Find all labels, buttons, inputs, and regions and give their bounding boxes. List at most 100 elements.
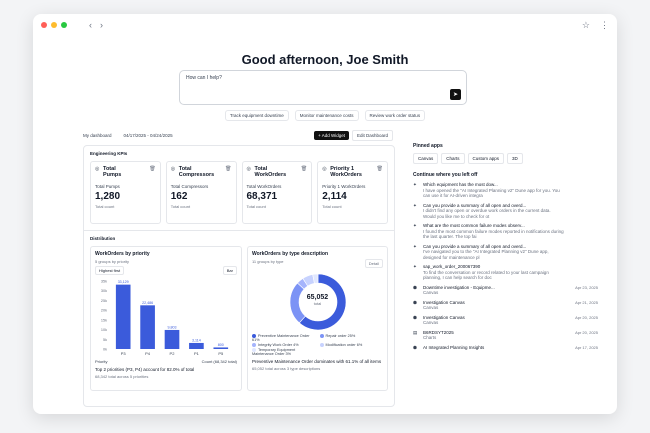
- kpi-card: ◎ 🗑 Priority 1 WorkOrders Priority 1 Wor…: [317, 161, 388, 224]
- suggestion-chips: Track equipment downtime Monitor mainten…: [33, 110, 617, 121]
- recent-item-desc: Canvas: [423, 290, 439, 295]
- trash-icon[interactable]: 🗑: [225, 166, 232, 172]
- maximize-dot[interactable]: [61, 22, 67, 28]
- back-icon[interactable]: ‹: [89, 20, 92, 30]
- donut-slice[interactable]: [311, 273, 318, 284]
- recent-item[interactable]: ⬢ Downtime investigation - Equipme... Ca…: [413, 285, 598, 296]
- bar[interactable]: [189, 342, 204, 349]
- dashboard-select[interactable]: My dashboard: [83, 132, 112, 138]
- chat-icon: ✦: [413, 202, 417, 208]
- type-groups-by: by type: [270, 259, 284, 264]
- y-tick-label: 25k: [101, 299, 107, 303]
- canvas-icon: ⬢: [413, 299, 417, 305]
- kpi-value: 162: [170, 191, 188, 202]
- forward-icon[interactable]: ›: [100, 20, 103, 30]
- x-tick-label: P5: [218, 351, 224, 356]
- right-panel: Pinned apps Canvas Charts Custom apps 3D…: [413, 143, 598, 408]
- add-widget-button[interactable]: + Add Widget: [314, 130, 349, 140]
- detail-select[interactable]: Detail: [364, 259, 383, 268]
- bar-value-label: 33,129: [118, 280, 129, 284]
- recent-item-date: Apr 17, 2025: [575, 344, 598, 350]
- kpi-footer: Total count: [95, 204, 115, 209]
- legend-label: Integrity Work Order 4%: [258, 343, 299, 347]
- recent-item[interactable]: ✦ sap_work_order_200067390 To find the c…: [413, 264, 598, 281]
- distribution-section-title[interactable]: Distribution: [90, 236, 116, 241]
- divider: [84, 230, 394, 231]
- edit-dashboard-button[interactable]: Edit Dashboard: [351, 129, 393, 141]
- kpi-section-title[interactable]: Engineering KPIs: [90, 151, 128, 156]
- kpi-title: Total WorkOrders: [254, 166, 287, 178]
- recent-item-date: Apr 20, 2025: [575, 329, 598, 335]
- close-dot[interactable]: [41, 22, 47, 28]
- recent-item[interactable]: ✦ Can you provide a summary of all open …: [413, 244, 598, 261]
- date-range[interactable]: 04/17/2025 - 04/24/2025: [123, 132, 173, 138]
- x-axis-label: Priority: [95, 359, 108, 364]
- bar[interactable]: [140, 305, 155, 349]
- recent-item[interactable]: ⬢ Investigation Canvas Canvas Apr 21, 20…: [413, 300, 598, 311]
- view-select[interactable]: Bar: [222, 266, 237, 275]
- chip-track-downtime[interactable]: Track equipment downtime: [224, 110, 289, 121]
- chip-monitor-costs[interactable]: Monitor maintenance costs: [294, 110, 359, 121]
- trash-icon[interactable]: 🗑: [149, 166, 156, 172]
- kpi-value: 68,371: [246, 191, 278, 202]
- minimize-dot[interactable]: [51, 22, 57, 28]
- recent-item-date: Apr 20, 2025: [575, 314, 598, 320]
- y-tick-label: 5k: [103, 338, 107, 342]
- priority-groups: 5 groups: [95, 259, 111, 264]
- recent-item[interactable]: ✦ What are the most common failure modes…: [413, 223, 598, 240]
- recent-item-title: Investigation Canvas: [423, 299, 465, 305]
- donut-total: 65,052: [306, 294, 329, 301]
- app-canvas[interactable]: Canvas: [413, 153, 439, 164]
- chat-icon: ✦: [413, 223, 417, 228]
- recent-item-title: Can you provide a summary of all open an…: [423, 243, 527, 249]
- recent-item-desc: I have opened the "AI Integrated Plannin…: [423, 187, 560, 199]
- browser-chrome: ‹ › ☆ ⋮: [33, 14, 617, 36]
- recent-item-date: Apr 21, 2025: [575, 299, 598, 305]
- type-summary-sub: 65,052 total across 3 type descriptions: [252, 365, 321, 371]
- kpi-row: ◎ 🗑 Total Pumps Total Pumps 1,280 Total …: [84, 161, 394, 224]
- recent-item[interactable]: ⬢ Investigation Canvas Canvas Apr 20, 20…: [413, 315, 598, 326]
- kpi-title: Total Compressors: [178, 166, 215, 178]
- recent-item[interactable]: ✦ Can you provide a summary of all open …: [413, 203, 598, 220]
- prompt-input[interactable]: How can I help? ➤: [179, 70, 467, 105]
- kpi-card: ◎ 🗑 Total Compressors Total Compressors …: [165, 161, 237, 224]
- distribution-row: WorkOrders by priority 5 groups by prior…: [84, 246, 394, 391]
- bar[interactable]: [164, 329, 180, 349]
- priority-card: WorkOrders by priority 5 groups by prior…: [90, 246, 242, 391]
- type-groups: 11 groups: [252, 259, 270, 264]
- canvas-icon: ⬢: [413, 284, 417, 290]
- star-icon[interactable]: ☆: [581, 19, 590, 30]
- dashboard-panel: Engineering KPIs ◎ 🗑 Total Pumps Total P…: [83, 145, 395, 407]
- bar-value-label: 800: [218, 343, 224, 347]
- menu-icon[interactable]: ⋮: [600, 19, 609, 30]
- dashboard-toolbar: My dashboard 04/17/2025 - 04/24/2025 + A…: [83, 129, 393, 141]
- recent-item[interactable]: ✦ Which equipment has the most dow... I …: [413, 182, 598, 199]
- recent-item-desc: To find the conversation or record relat…: [423, 269, 549, 281]
- y-tick-label: 35k: [101, 280, 107, 284]
- recent-item-desc: Charts: [423, 335, 437, 340]
- trash-icon[interactable]: 🗑: [376, 166, 383, 172]
- sort-select[interactable]: Highest first: [95, 266, 125, 275]
- recent-item[interactable]: ⬢ AI Integrated Planning Insights Apr 17…: [413, 345, 598, 351]
- app-charts[interactable]: Charts: [441, 153, 465, 164]
- app-custom-apps[interactable]: Custom apps: [467, 153, 505, 164]
- recent-item-date: [568, 223, 598, 240]
- kpi-card: ◎ 🗑 Total Pumps Total Pumps 1,280 Total …: [90, 161, 161, 224]
- chat-icon: ✦: [413, 243, 417, 249]
- x-tick-label: P2: [170, 351, 176, 356]
- kpi-footer: Total count: [170, 204, 191, 209]
- priority-groups-by: by priority: [111, 259, 130, 264]
- chip-review-status[interactable]: Review work order status: [364, 110, 426, 121]
- legend-label: Preventive Maintenance Order 61%: [252, 334, 310, 342]
- donut-legend: Preventive Maintenance Order 61% Repair …: [252, 334, 383, 356]
- recent-item[interactable]: ▤ B6RDSYT2025 Charts Apr 20, 2025: [413, 330, 598, 341]
- browser-window: ‹ › ☆ ⋮ Good afternoon, Joe Smith How ca…: [33, 14, 617, 414]
- app-3d[interactable]: 3D: [507, 153, 523, 164]
- y-tick-label: 15k: [101, 318, 107, 322]
- pinned-title: Pinned apps: [413, 143, 443, 149]
- send-button[interactable]: ➤: [450, 89, 461, 100]
- trash-icon[interactable]: 🗑: [300, 166, 308, 172]
- bar[interactable]: [115, 284, 131, 349]
- recent-item-title: AI Integrated Planning Insights: [423, 344, 485, 350]
- bar[interactable]: [213, 347, 229, 349]
